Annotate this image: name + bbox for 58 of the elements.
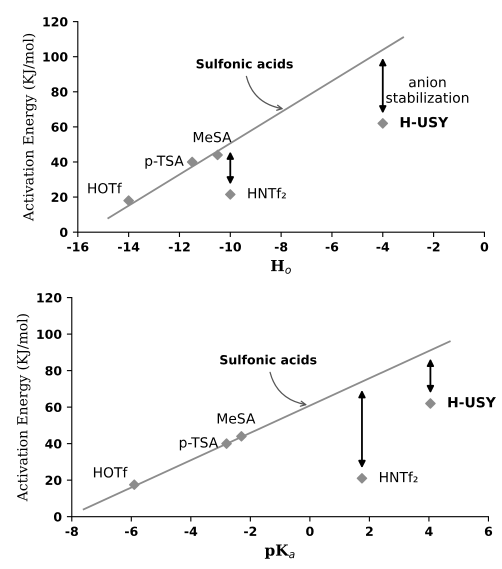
y-tick-label: 40	[51, 157, 68, 167]
annotation: p-TSA	[180, 437, 218, 450]
x-tick-label: -14	[118, 242, 140, 252]
annotation: Sulfonic acids	[220, 354, 316, 364]
x-tick-label: -2	[244, 526, 256, 536]
y-tick-label: 0	[54, 512, 62, 522]
point	[224, 189, 236, 200]
point	[186, 156, 198, 168]
annotation: HNTf₂	[248, 188, 286, 198]
y-tick-label: 80	[51, 87, 68, 97]
x-tick-label: -4	[376, 242, 390, 252]
y-tick-label: 20	[52, 192, 68, 202]
annotation: HOTf	[88, 182, 122, 194]
y-tick-label: 0	[60, 228, 68, 238]
point	[128, 479, 140, 490]
point	[221, 438, 232, 449]
y-tick-label: 60	[45, 402, 62, 412]
x-tick-label: -8	[66, 526, 78, 536]
y-tick-label: 40	[45, 439, 62, 449]
x-tick-label: -6	[326, 242, 338, 252]
annotation: MeSA	[194, 132, 232, 142]
point	[356, 473, 368, 484]
annotation: p-TSA	[145, 156, 184, 169]
x-tick-label: 4	[425, 526, 433, 536]
y-tick-label: 100	[37, 330, 62, 340]
annotation: anion stabilization	[386, 76, 468, 103]
annotation: HNTf₂	[380, 472, 418, 482]
x-tick-label: 2	[366, 526, 373, 536]
point	[377, 118, 388, 129]
y-tick-label: 20	[46, 476, 62, 486]
x-axis-title: H$_{o}$	[270, 260, 291, 274]
y-tick-label: 80	[45, 366, 62, 376]
x-axis-title: pK$_{a}$	[264, 544, 294, 559]
y-tick-label: 100	[43, 52, 68, 62]
annotation: MeSA	[218, 413, 256, 424]
x-tick-label: -4	[184, 526, 198, 536]
annotation: H-USY	[448, 396, 496, 408]
point	[212, 150, 223, 160]
point	[123, 195, 134, 206]
x-tick-label: 0	[480, 242, 488, 252]
x-tick-label: -2	[427, 242, 440, 252]
y-tick-label: 120	[43, 17, 68, 27]
annotation: HOTf	[94, 466, 128, 478]
x-tick-label: -8	[274, 242, 288, 252]
x-tick-label: -10	[220, 242, 241, 252]
y-tick-label: 60	[51, 122, 68, 132]
x-tick-label: -6	[125, 526, 138, 536]
point	[425, 398, 436, 409]
x-tick-label: -12	[168, 242, 190, 252]
x-tick-label: 6	[484, 526, 492, 536]
x-tick-label: 0	[306, 526, 314, 536]
y-tick-label: 120	[37, 293, 62, 303]
point	[236, 431, 247, 442]
annotation: Sulfonic acids	[196, 58, 293, 69]
y-axis-title: Activation Energy (KJ/mol)	[22, 34, 36, 222]
y-axis-title: Activation Energy (KJ/mol)	[16, 314, 30, 502]
x-tick-label: -16	[67, 242, 88, 252]
annotation: H-USY	[400, 116, 448, 128]
